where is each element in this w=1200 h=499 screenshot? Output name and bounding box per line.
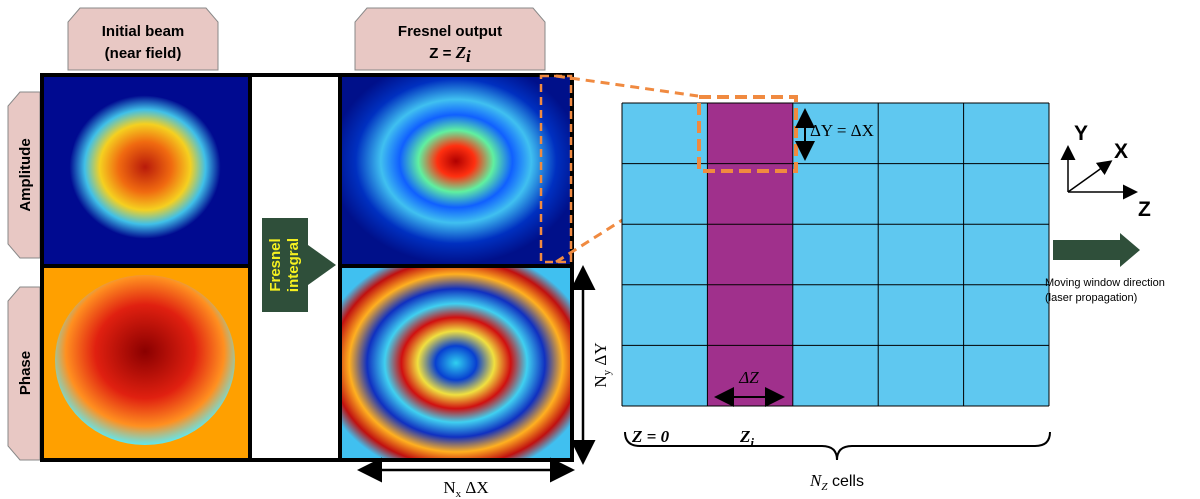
beam-phase xyxy=(55,275,235,445)
dz-label: ΔZ xyxy=(738,368,759,387)
math-var: N xyxy=(591,375,610,387)
fresnel-phase xyxy=(342,268,570,458)
brace xyxy=(625,432,1050,460)
beam-amplitude xyxy=(70,95,221,238)
math-sub: i xyxy=(466,47,471,66)
text-part: ΔY xyxy=(591,342,610,369)
window-arrow xyxy=(1053,233,1140,267)
text-part: cells xyxy=(828,473,864,490)
window-label: Moving window direction xyxy=(1045,277,1165,289)
cell-label: ΔY = ΔX xyxy=(810,121,874,140)
grid-bg xyxy=(622,103,1049,406)
math-var: N xyxy=(443,478,455,497)
text-part: ΔX xyxy=(461,478,488,497)
active-column xyxy=(707,103,792,406)
tab-label: (near field) xyxy=(105,45,182,62)
dim-label: Ny ΔY xyxy=(591,342,613,387)
grid xyxy=(622,103,1049,406)
axis-label: Z xyxy=(1138,198,1151,221)
diagram: Initial beam (near field) Fresnel output… xyxy=(0,0,1200,499)
tab-label: Fresnel output xyxy=(398,23,502,40)
nz-label: NZ cells xyxy=(809,471,864,493)
row-label: Phase xyxy=(17,351,34,395)
math-var: Z xyxy=(455,43,466,62)
zoom-line xyxy=(556,76,698,96)
arrow-label: Fresnel xyxy=(267,238,284,291)
text-part: Z = xyxy=(429,45,455,62)
window-label: (laser propagation) xyxy=(1045,292,1137,304)
fresnel-amplitude xyxy=(342,77,570,264)
row-label: Amplitude xyxy=(17,138,34,211)
math-var: Z xyxy=(739,427,750,446)
tab-label: Initial beam xyxy=(102,23,185,40)
math-sub: i xyxy=(750,435,754,450)
axis xyxy=(1068,162,1110,192)
axis-label: Y xyxy=(1074,122,1088,145)
dim-label: Nx ΔX xyxy=(443,478,488,499)
z0-label: Z = 0 xyxy=(631,427,670,446)
arrow-label: integral xyxy=(285,238,302,292)
axis-label: X xyxy=(1114,140,1128,163)
